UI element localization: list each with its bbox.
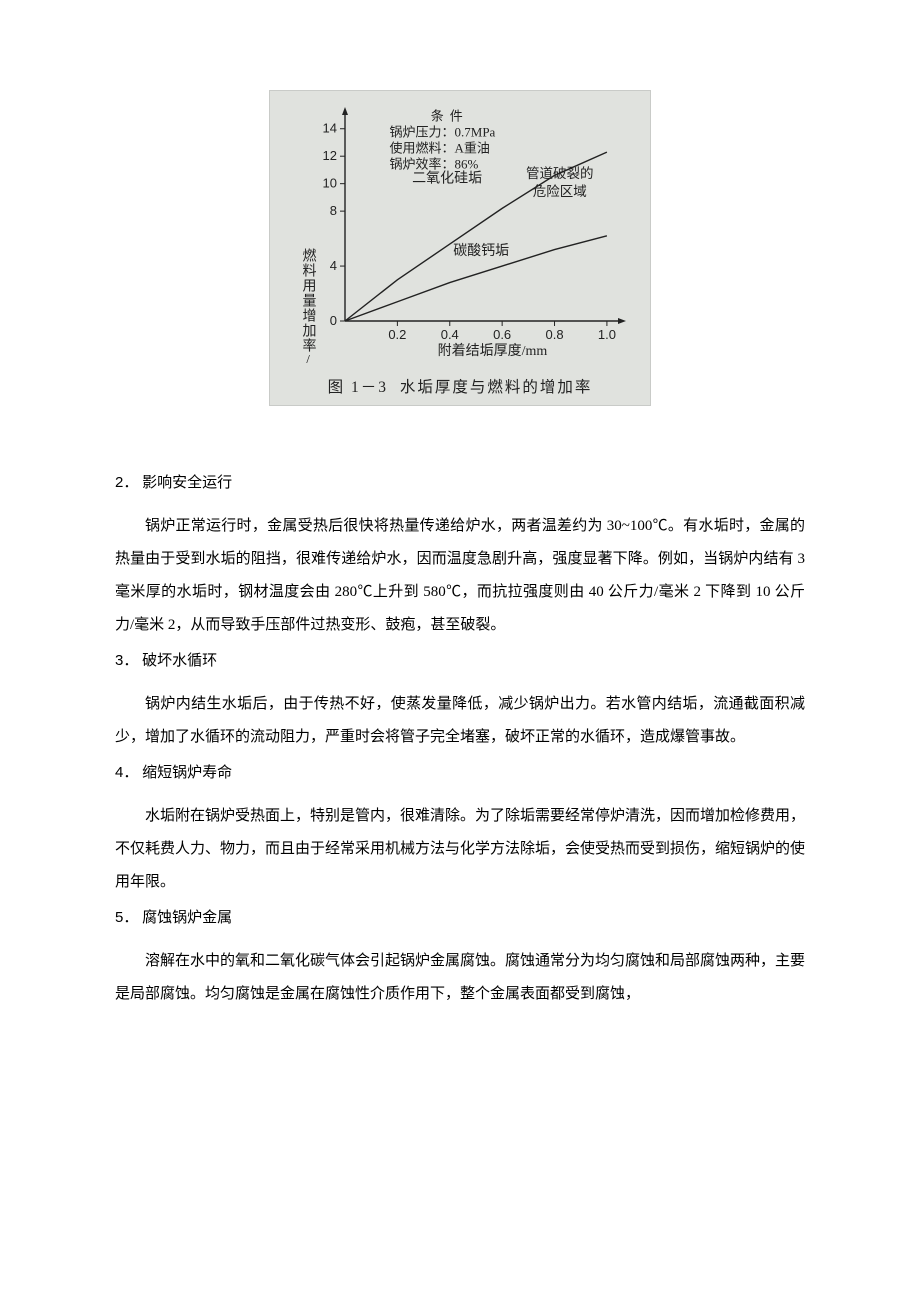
svg-text:1.0: 1.0 (598, 327, 616, 342)
svg-text:管道破裂的: 管道破裂的 (526, 166, 594, 181)
section-number: 3． (115, 652, 138, 669)
chart-box: 0 4 8 10 12 14 0.2 0.4 0.6 0.8 1.0 附着结垢厚度/mm 燃料用量增加率… (269, 90, 651, 406)
body-text: 2． 影响安全运行锅炉正常运行时，金属受热后很快将热量传递给炉水，两者温差约为 … (115, 466, 805, 1011)
svg-text:二氧化硅垢: 二氧化硅垢 (412, 170, 482, 186)
svg-text:0.4: 0.4 (441, 327, 459, 342)
svg-text:燃料用量增加率/%: 燃料用量增加率/% (301, 247, 317, 363)
section-number: 2． (115, 474, 138, 491)
svg-text:4: 4 (330, 258, 337, 273)
section-heading: 2． 影响安全运行 (115, 466, 805, 500)
section-title-text: 破坏水循环 (142, 653, 217, 669)
body-paragraph: 锅炉正常运行时，金属受热后很快将热量传递给炉水，两者温差约为 30~100℃。有… (115, 510, 805, 642)
svg-text:危险区域: 危险区域 (533, 184, 587, 199)
section-heading: 3． 破坏水循环 (115, 644, 805, 678)
svg-text:10: 10 (323, 176, 337, 191)
svg-text:0.6: 0.6 (493, 327, 511, 342)
body-paragraph: 溶解在水中的氧和二氧化碳气体会引起锅炉金属腐蚀。腐蚀通常分为均匀腐蚀和局部腐蚀两… (115, 945, 805, 1011)
section-number: 4． (115, 764, 138, 781)
section-title-text: 影响安全运行 (142, 475, 232, 491)
body-paragraph: 锅炉内结生水垢后，由于传热不好，使蒸发量降低，减少锅炉出力。若水管内结垢，流通截… (115, 688, 805, 754)
svg-text:0: 0 (330, 313, 337, 328)
svg-text:碳酸钙垢: 碳酸钙垢 (453, 243, 509, 259)
svg-text:8: 8 (330, 203, 337, 218)
svg-text:0.2: 0.2 (388, 327, 406, 342)
svg-text:12: 12 (323, 148, 337, 163)
figure-caption-text: 水垢厚度与燃料的增加率 (400, 379, 593, 396)
svg-text:0.8: 0.8 (545, 327, 563, 342)
figure-caption: 图 1－3 水垢厚度与燃料的增加率 (290, 375, 630, 397)
svg-text:条件: 条件 (431, 108, 469, 123)
svg-text:锅炉压力：0.7MPa: 锅炉压力：0.7MPa (390, 124, 496, 139)
svg-text:锅炉效率：86%: 锅炉效率：86% (390, 156, 479, 171)
section-heading: 5． 腐蚀锅炉金属 (115, 901, 805, 935)
svg-text:附着结垢厚度/mm: 附着结垢厚度/mm (438, 343, 548, 359)
chart-svg: 0 4 8 10 12 14 0.2 0.4 0.6 0.8 1.0 附着结垢厚度/mm 燃料用量增加率… (290, 103, 630, 363)
section-title-text: 缩短锅炉寿命 (142, 765, 232, 781)
section-number: 5． (115, 909, 138, 926)
figure-caption-prefix: 图 1－3 (328, 379, 388, 396)
svg-text:使用燃料：A重油: 使用燃料：A重油 (390, 140, 490, 155)
body-paragraph: 水垢附在锅炉受热面上，特别是管内，很难清除。为了除垢需要经常停炉清洗，因而增加检… (115, 800, 805, 899)
figure-1-3: 0 4 8 10 12 14 0.2 0.4 0.6 0.8 1.0 附着结垢厚度/mm 燃料用量增加率… (115, 90, 805, 406)
svg-text:14: 14 (323, 121, 337, 136)
section-heading: 4． 缩短锅炉寿命 (115, 756, 805, 790)
section-title-text: 腐蚀锅炉金属 (142, 910, 232, 926)
